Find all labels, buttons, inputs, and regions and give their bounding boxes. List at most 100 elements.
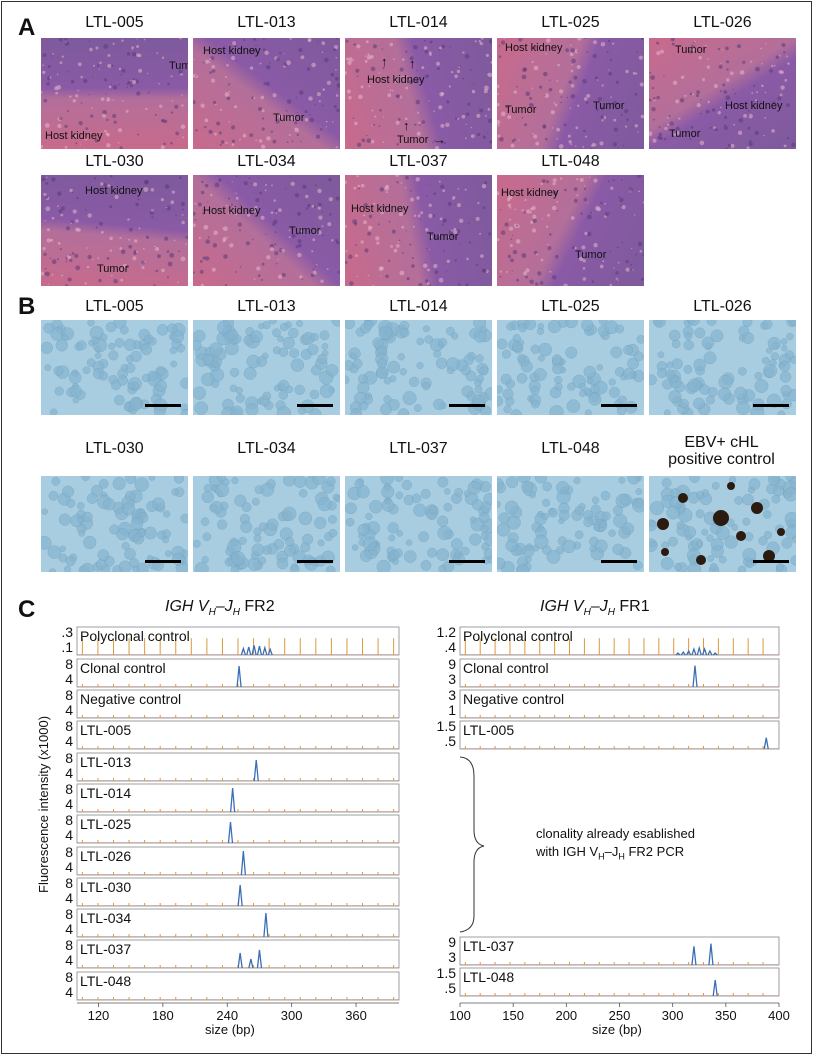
trace-label: LTL-005	[80, 722, 132, 738]
trace-polyclonal-control	[76, 626, 400, 656]
trace-label: Negative control	[463, 691, 565, 707]
he-tile-ltl-025: Host kidney Tumor Tumor	[497, 38, 644, 149]
x-tick-label: 400	[768, 1008, 790, 1023]
he-annotation: Host kidney	[367, 74, 425, 86]
he-label-ltl-025: LTL-025	[541, 14, 600, 31]
clonal-peak	[240, 646, 246, 656]
trace-label: Clonal control	[80, 660, 166, 676]
scale-bar	[601, 560, 637, 563]
he-label-ltl-014: LTL-014	[389, 14, 448, 31]
y-tick-label: .1	[61, 639, 73, 655]
trace-label: LTL-014	[80, 785, 132, 801]
y-tick-label: .5	[444, 980, 456, 996]
y-tick-label: 8	[65, 781, 73, 797]
he-annotation: Tumor	[669, 128, 701, 140]
clonal-peak	[701, 646, 708, 656]
note-line2: with IGH VH–JH FR2 PCR	[536, 844, 685, 862]
ihc-label-ltl-025: LTL-025	[541, 298, 600, 315]
ihc-tile-ltl-013	[193, 320, 340, 415]
ihc-tile-ltl-005	[41, 320, 188, 415]
y-tick-label: 4	[65, 702, 73, 718]
y-tick-label: 4	[65, 921, 73, 937]
clonal-peak	[680, 650, 686, 656]
he-label-ltl-030: LTL-030	[85, 153, 144, 170]
y-tick-label: 9	[448, 934, 456, 950]
scale-bar	[145, 404, 181, 407]
clonal-peak	[253, 759, 259, 782]
clonal-peak	[237, 952, 243, 969]
fr2-title-gene: IGH	[165, 598, 194, 615]
he-annotation: Tumor	[273, 112, 305, 124]
y-tick-label: 1.5	[436, 718, 456, 734]
clonal-peak	[227, 821, 234, 844]
clonality-note: clonality already esablished with IGH VH…	[536, 825, 695, 866]
ihc-tile-ltl-014	[345, 320, 492, 415]
clonal-peak	[267, 647, 273, 656]
he-annotation: Tumor	[427, 231, 459, 243]
trace-box	[459, 626, 780, 656]
y-tick-label: 3	[448, 949, 456, 965]
he-label-ltl-005: LTL-005	[85, 14, 144, 31]
y-tick-label: 3	[448, 687, 456, 703]
he-annotation: Tumor	[675, 44, 707, 56]
clonal-peak	[248, 958, 254, 969]
y-tick-label: 4	[65, 671, 73, 687]
trace-ltl-013	[76, 752, 400, 782]
clonal-peak	[246, 646, 252, 656]
trace-label: Polyclonal control	[463, 628, 573, 644]
he-tile-ltl-013: Host kidney Tumor	[193, 38, 340, 149]
x-tick-label: 250	[608, 1008, 631, 1023]
he-annotation: Tumor	[97, 263, 129, 275]
he-label-ltl-034: LTL-034	[237, 153, 296, 170]
y-tick-label: 8	[65, 812, 73, 828]
he-annotation: Host kidney	[505, 42, 563, 54]
x-tick-label: 360	[345, 1008, 367, 1023]
trace-ltl-037	[76, 939, 400, 969]
y-tick-label: 4	[65, 733, 73, 749]
arrow-icon: ↑	[409, 56, 416, 71]
he-annotation: Host kidney	[45, 130, 103, 142]
trace-negative-control	[76, 689, 400, 719]
clonal-peak	[256, 646, 263, 656]
ihc-tile-ltl-026	[649, 320, 796, 415]
ihc-tile-ltl-048	[497, 476, 644, 572]
ihc-tile-positive-control	[649, 476, 796, 572]
clonal-peak	[691, 646, 697, 656]
arrow-icon: ↑	[381, 54, 388, 69]
panel-c-letter: C	[18, 596, 36, 623]
clonal-peak	[262, 645, 268, 656]
he-annotation: Host kidney	[351, 203, 409, 215]
clonal-peak	[237, 884, 243, 907]
trace-ltl-026	[76, 846, 400, 876]
fr2-title: IGH VH–JH FR2	[165, 598, 275, 619]
y-tick-label: 8	[65, 656, 73, 672]
x-tick-label: 300	[280, 1008, 303, 1023]
y-tick-label: 3	[448, 671, 456, 687]
he-annotation: Host kidney	[203, 45, 261, 57]
clonal-peak	[675, 652, 681, 656]
y-tick-label: 4	[65, 765, 73, 781]
fr1-title: IGH VH–JH FR1	[540, 598, 650, 619]
clonal-peak	[229, 787, 236, 813]
trace-negative-control	[459, 689, 780, 719]
clonal-peak	[712, 652, 718, 656]
ihc-label-ltl-037: LTL-037	[389, 440, 448, 457]
y-tick-label: 8	[65, 875, 73, 891]
trace-ltl-034	[76, 908, 400, 938]
y-tick-label: 4	[65, 890, 73, 906]
trace-polyclonal-control	[459, 626, 780, 656]
he-label-ltl-037: LTL-037	[389, 153, 448, 170]
x-tick-label: 100	[449, 1008, 471, 1023]
he-tile-ltl-026: Tumor Host kidney Tumor	[649, 38, 796, 149]
ihc-label-ltl-014: LTL-014	[389, 298, 448, 315]
ihc-control-line2: positive control	[668, 451, 775, 468]
clonal-peak	[236, 665, 242, 688]
x-tick-label: 180	[152, 1008, 174, 1023]
clonal-peak	[712, 979, 718, 997]
trace-box	[459, 720, 780, 750]
trace-label: LTL-034	[80, 910, 132, 926]
he-tile-ltl-034: Host kidney Tumor	[193, 175, 340, 286]
trace-box	[459, 689, 780, 719]
he-tile-ltl-014: Host kidney Tumor ↑ ↑ ↑ →	[345, 38, 492, 149]
